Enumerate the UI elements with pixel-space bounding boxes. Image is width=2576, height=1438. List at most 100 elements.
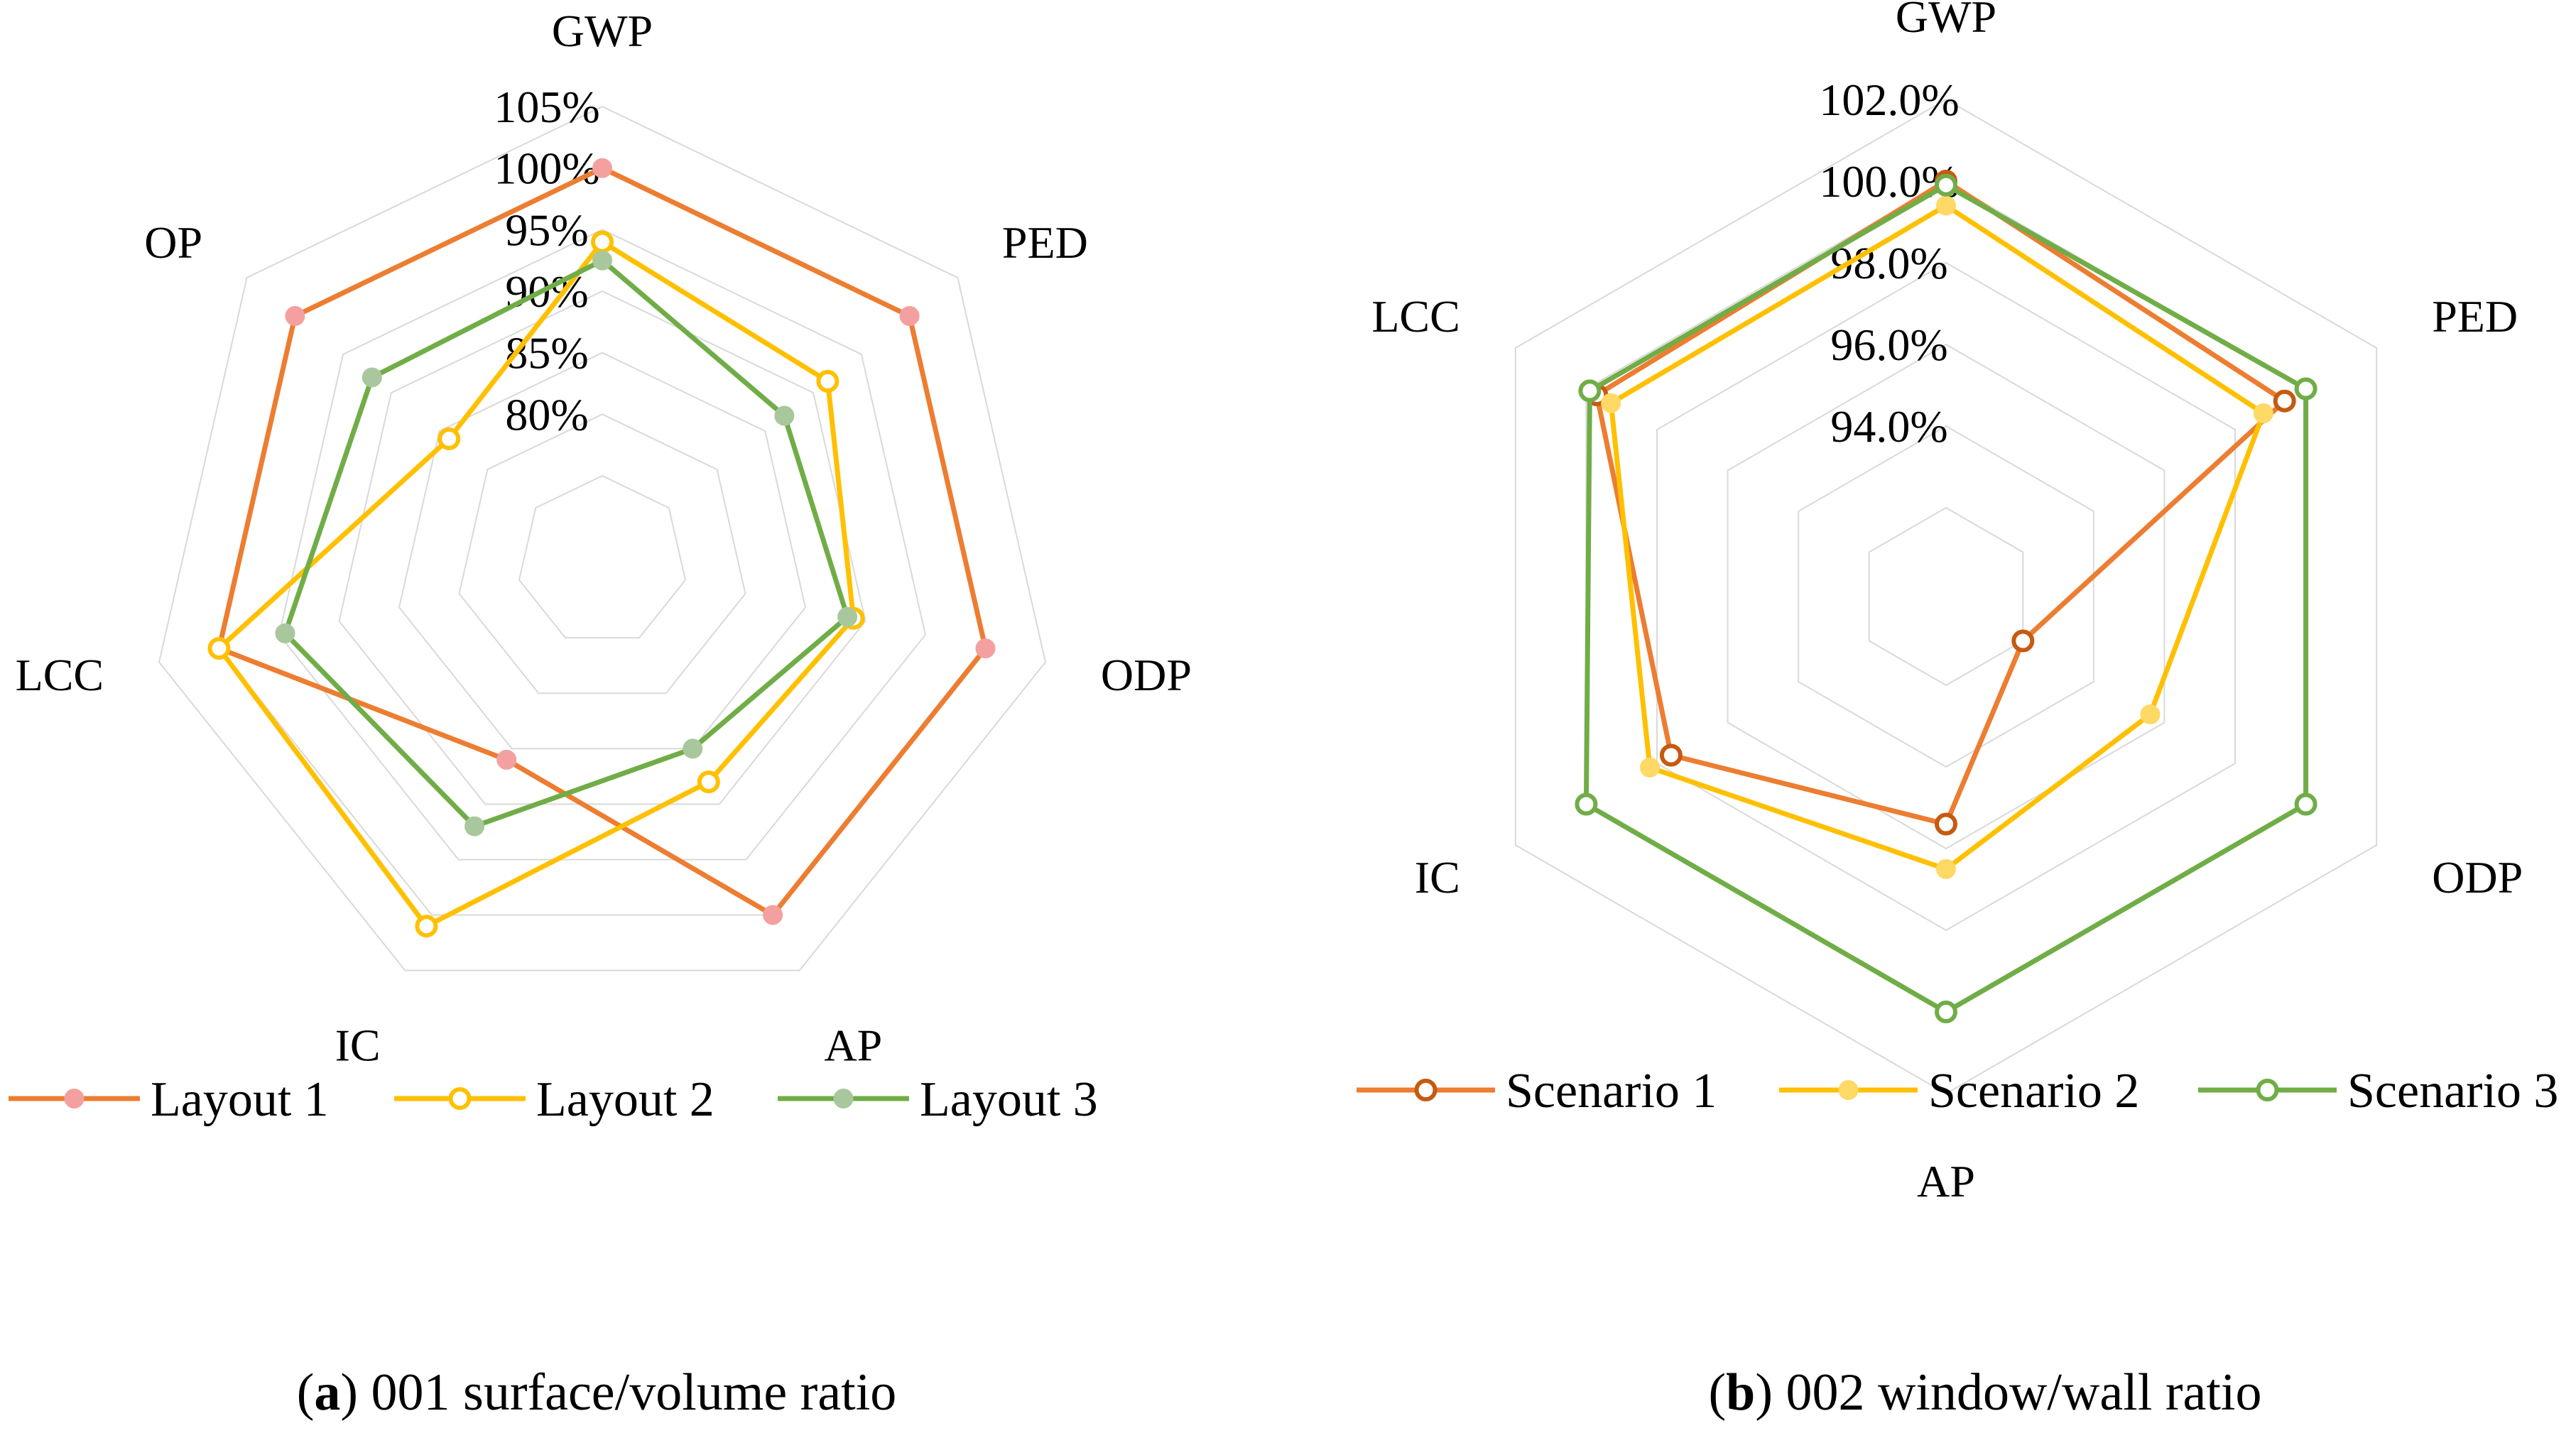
grid-ring [158,105,1047,971]
point-scenario-2-ped [2253,403,2273,423]
series-layout-3 [275,250,858,837]
axis-label-ap: AP [824,1020,882,1071]
point-layout-3-gwp [592,250,612,271]
legend-label: Layout 3 [920,1072,1098,1127]
point-layout-3-ped [774,405,795,426]
grid-ring [1585,180,2307,1013]
point-layout-1-ic [496,749,517,770]
tick-label: 95% [505,205,588,255]
grid-ring [398,352,807,750]
point-scenario-2-gwp [1936,195,1956,216]
grid-ring [338,290,866,805]
grid-ring [1656,261,2236,932]
legend-label: Layout 1 [151,1072,329,1127]
axis-label-lcc: LCC [16,650,104,700]
point-layout-2-ped [816,369,839,393]
point-layout-2-gwp [591,230,614,254]
grid-ring [458,413,746,695]
grid-ring [1514,98,2378,1095]
point-scenario-2-odp [2140,704,2161,724]
radar-chart-b: 94.0%96.0%98.0%100.0%102.0%GWPPEDODPAPIC… [1357,0,2558,1206]
point-layout-2-ap [697,770,720,794]
point-scenario-2-lcc [1601,393,1621,413]
point-layout-2-ic [415,915,438,938]
point-scenario-1-ped [2273,389,2296,413]
legend-item-layout-2: Layout 2 [394,1072,714,1127]
legend-item-scenario-2: Scenario 2 [1779,1064,2139,1118]
tick-label: 102.0% [1819,75,1959,125]
legend-item-scenario-1: Scenario 1 [1357,1064,1717,1118]
point-scenario-1-ic [1659,743,1683,767]
point-layout-2-lcc [207,637,231,660]
point-layout-1-ap [763,905,783,925]
point-scenario-3-lcc [1578,379,1602,403]
grid-ring [518,474,687,639]
axis-label-ic: IC [335,1020,381,1071]
series-scenario-3 [1575,173,2317,1023]
series-line-layout-1 [217,165,988,917]
series-line-layout-3 [283,258,850,829]
point-layout-1-odp [975,638,996,659]
grid-ring [1868,506,2024,687]
point-layout-3-odp [837,606,858,627]
point-layout-1-gwp [592,158,612,178]
point-layout-3-op [362,367,382,388]
tick-label: 80% [505,389,588,440]
series-line-scenario-2 [1608,203,2266,872]
point-scenario-2-ap [1936,859,1956,879]
legend-label: Scenario 2 [1928,1064,2139,1118]
legend-item-layout-1: Layout 1 [9,1072,329,1127]
point-layout-1-op [285,306,305,326]
axis-label-lcc: LCC [1371,291,1460,342]
axis-label-op: OP [144,217,202,268]
legend-swatch-marker [833,1089,854,1109]
tick-label: 85% [505,328,588,378]
tick-label: 96.0% [1830,320,1947,370]
axis-label-ped: PED [2432,291,2518,342]
point-scenario-1-odp [2011,629,2035,653]
tick-label: 94.0% [1830,401,1947,452]
axis-label-gwp: GWP [552,6,653,56]
axis-label-odp: ODP [1101,650,1192,700]
axis-label-ap: AP [1917,1156,1975,1206]
axis-label-ic: IC [1415,852,1460,903]
series-line-scenario-3 [1583,183,2309,1015]
point-scenario-3-gwp [1935,173,1957,197]
radar-chart-a: 80%85%90%95%100%105%GWPPEDODPAPICLCCOPLa… [9,6,1192,1127]
point-scenario-3-ped [2294,377,2317,401]
legend-a: Layout 1 Layout 2 Layout 3 [9,1072,1098,1127]
legend-swatch-marker [448,1087,472,1110]
legend-item-scenario-3: Scenario 3 [2198,1064,2558,1118]
point-scenario-2-ic [1640,757,1660,778]
series-scenario-2 [1601,195,2273,879]
axis-label-odp: ODP [2432,852,2523,903]
legend-label: Scenario 1 [1506,1064,1717,1118]
grid-ring [278,229,927,861]
point-layout-2-op [438,427,461,450]
point-layout-3-ap [683,739,703,759]
axis-label-gwp: GWP [1896,0,1996,42]
legend-label: Scenario 3 [2347,1064,2558,1118]
legend-label: Layout 2 [536,1072,714,1127]
series-layout-1 [209,158,996,925]
grid-ring [1727,343,2165,850]
point-layout-3-ic [464,816,485,837]
point-scenario-3-odp [2294,792,2317,816]
legend-swatch-marker [1414,1079,1438,1101]
axis-label-ped: PED [1002,217,1088,268]
tick-label: 100% [494,143,599,194]
legend-swatch-marker [1838,1080,1859,1100]
caption-a: (a) 001 surface/volume ratio [297,1363,897,1422]
legend-swatch-marker [64,1089,85,1109]
point-layout-3-lcc [275,623,295,643]
grid-ring [1798,425,2094,768]
point-scenario-1-ap [1935,812,1957,836]
legend-item-layout-3: Layout 3 [778,1072,1098,1127]
point-layout-1-ped [899,306,920,326]
legend-b: Scenario 1 Scenario 2 Scenario 3 [1357,1064,2558,1118]
point-scenario-3-ap [1935,1001,1957,1023]
tick-label: 105% [494,82,599,132]
point-scenario-3-ic [1575,792,1598,816]
series-line-layout-2 [217,239,857,929]
